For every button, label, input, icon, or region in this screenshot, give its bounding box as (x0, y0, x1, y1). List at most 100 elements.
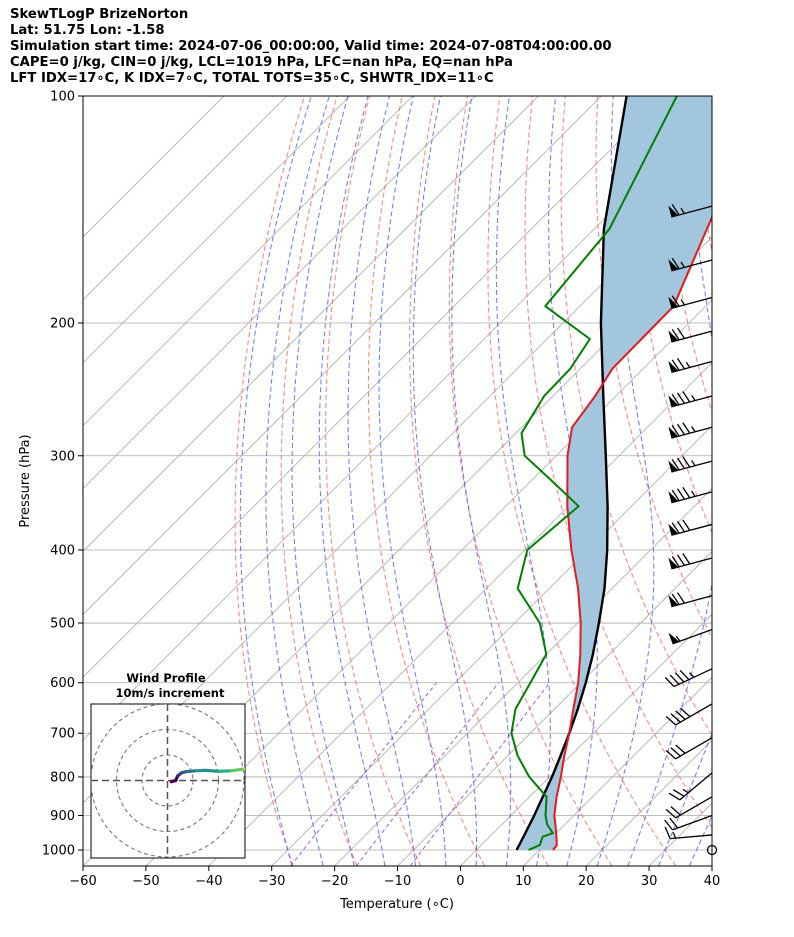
barb-full (668, 792, 681, 801)
barb-full (682, 553, 691, 565)
wind-barb (668, 592, 713, 608)
hodograph-segment (229, 767, 245, 773)
isotherm-line (83, 96, 476, 490)
wind-barb (668, 519, 713, 536)
x-tick-label: 0 (456, 874, 464, 889)
barb-staff (673, 668, 713, 688)
moist-adiabat (265, 96, 330, 866)
wind-barb (665, 737, 713, 760)
isotherm-line (145, 299, 712, 866)
barb-full (676, 423, 686, 436)
barb-full (669, 674, 680, 685)
isotherm-line (83, 96, 539, 553)
inset-title: Wind Profile (126, 671, 206, 685)
barb-flag (668, 259, 679, 271)
moist-adiabat (495, 96, 551, 866)
barb-full (671, 489, 680, 502)
x-tick-label: 20 (578, 874, 595, 889)
isotherm-line (83, 96, 288, 301)
moist-adiabat (627, 96, 712, 866)
barb-full (665, 715, 677, 726)
barb-full (675, 710, 686, 720)
x-tick-label: −10 (384, 874, 411, 889)
y-tick-label: 600 (50, 676, 75, 691)
isotherm-line (83, 96, 351, 364)
cape-line: CAPE=0 j/kg, CIN=0 j/kg, LCL=1019 hPa, L… (10, 55, 513, 70)
isotherm-line (711, 865, 712, 866)
barb-full (671, 359, 680, 371)
y-tick-label: 700 (50, 727, 75, 742)
wind-barb (664, 668, 713, 688)
moist-adiabat (239, 96, 312, 866)
x-axis-label: Temperature (∘C) (339, 897, 454, 912)
barb-full (664, 676, 675, 688)
barb-full (664, 826, 671, 839)
barb-full (675, 744, 686, 754)
isotherm-line (334, 488, 712, 866)
barb-full (670, 747, 681, 757)
barb-full (676, 457, 686, 469)
barb-full (671, 295, 680, 307)
y-tick-label: 1000 (42, 844, 75, 859)
moist-adiabat (548, 96, 598, 866)
temperature-line (552, 214, 712, 851)
wind-barb (668, 358, 713, 374)
barb-staff (675, 796, 713, 819)
axes: −60 −50 −40 −30 −20 −10 0 10 20 30 40 100 200 300 400 5… (42, 90, 720, 890)
barb-full (669, 817, 679, 829)
barb-half (680, 261, 686, 268)
barb-staff (670, 834, 713, 840)
mixing-ratio-line (409, 682, 550, 866)
wind-barb (668, 295, 713, 309)
moist-adiabat (347, 96, 416, 866)
isotherm-line (83, 96, 665, 678)
barb-half (689, 672, 695, 678)
barb-flag (668, 330, 679, 342)
wind-barbs (664, 204, 718, 856)
wind-barb (668, 391, 713, 408)
isotherm-line (83, 96, 225, 238)
hodograph-segment (216, 769, 233, 773)
barb-full (671, 328, 680, 341)
parcel-profile-line (515, 96, 628, 851)
barb-full (676, 520, 686, 533)
barb-full (676, 392, 686, 404)
barb-full (671, 522, 680, 534)
dry-adiabat (728, 96, 794, 866)
dry-adiabat (280, 96, 358, 866)
y-tick-label: 800 (50, 770, 75, 785)
moist-adiabat (596, 96, 655, 866)
barb-flag (668, 360, 679, 373)
barb-flag (668, 491, 679, 503)
barb-half (680, 299, 686, 306)
wind-barb (664, 826, 713, 840)
barb-flag (668, 632, 680, 644)
isotherm-line (271, 425, 712, 866)
x-tick-label: 10 (515, 874, 532, 889)
barb-full (672, 789, 685, 797)
dry-adiabat (595, 96, 712, 640)
barb-staff (671, 557, 713, 570)
barb-half (675, 635, 681, 642)
barb-flag (668, 296, 679, 309)
barb-full (679, 669, 690, 681)
dry-adiabat (325, 96, 422, 866)
y-tick-label: 900 (50, 809, 75, 824)
dry-adiabat (409, 96, 549, 866)
wind-barb (668, 486, 713, 504)
dry-adiabat (560, 96, 712, 737)
barb-half (691, 426, 696, 433)
barb-full (676, 358, 686, 370)
isotherm-line (397, 550, 712, 866)
dry-adiabat (524, 96, 712, 829)
chart-title: SkewTLogP BrizeNorton (10, 7, 189, 22)
wind-barb (668, 257, 713, 272)
barb-flag (668, 595, 679, 607)
barb-full (671, 257, 680, 270)
barb-half (682, 788, 689, 794)
moist-adiabat (412, 96, 477, 866)
barb-flag (668, 557, 679, 569)
barb-full (671, 204, 680, 216)
hodograph-segment (193, 768, 208, 773)
